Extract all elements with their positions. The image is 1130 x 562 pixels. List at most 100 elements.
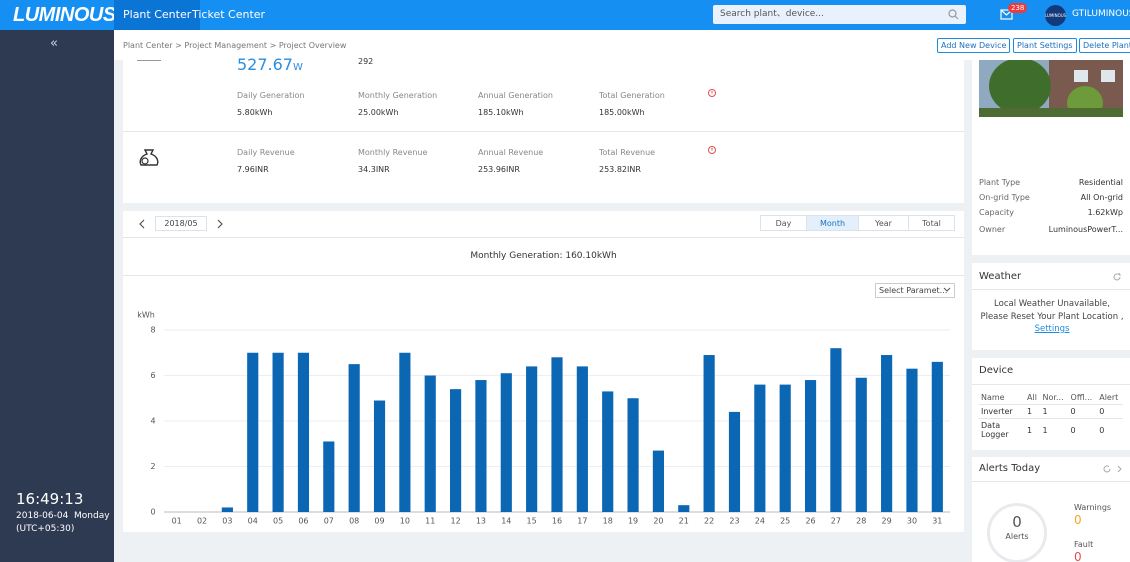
y-tick-label: 4	[150, 417, 155, 426]
next-arrow[interactable]	[215, 218, 225, 230]
x-tick-label: 25	[780, 517, 790, 526]
date: 2018-06-04 Monday	[16, 511, 110, 521]
y-tick-label: 0	[150, 508, 155, 517]
table-row: Data Logger 1 1 0 0	[979, 418, 1123, 441]
bar	[728, 411, 741, 512]
alerts-title: Alerts Today	[979, 463, 1041, 474]
info-value: Residential	[1078, 178, 1123, 187]
stat-label: Total Revenue	[599, 148, 656, 157]
stat-value: 185.00kWh	[599, 108, 645, 117]
date-picker[interactable]: 2018/05	[155, 216, 207, 231]
nav-item[interactable]: Ticket Center	[192, 8, 266, 21]
divider	[123, 237, 964, 238]
stat-label: Monthly Generation	[358, 91, 438, 100]
column-header: Nor...	[1042, 393, 1064, 402]
column-header: All	[1027, 393, 1037, 402]
stat-value: 34.3INR	[358, 165, 390, 174]
power: 527.67	[237, 55, 293, 74]
timezone: (UTC+05:30)	[16, 524, 75, 534]
bar	[779, 384, 791, 512]
info-icon[interactable]	[707, 145, 717, 155]
stat-value: 5.80kWh	[237, 108, 273, 117]
refresh-icon[interactable]	[1112, 272, 1122, 282]
weather-card	[972, 263, 1130, 350]
x-tick-label: 27	[831, 517, 841, 526]
x-tick-label: 24	[755, 517, 765, 526]
x-tick-label: 26	[805, 517, 815, 526]
settings-link[interactable]: Settings	[1034, 324, 1070, 334]
x-tick-label: 14	[501, 517, 511, 526]
x-tick-label: 31	[932, 517, 942, 526]
column-header: Name	[981, 393, 1005, 402]
divider	[123, 131, 964, 132]
x-tick-label: 02	[197, 517, 207, 526]
prev-arrow[interactable]	[137, 218, 147, 230]
stat-value: 253.96INR	[478, 165, 520, 174]
revenue-icon	[139, 149, 159, 166]
parameter-select-text: Select Paramet...	[879, 286, 948, 295]
search-icon[interactable]	[948, 9, 959, 20]
notification-badge: 238	[1008, 3, 1028, 13]
bar	[450, 389, 462, 512]
plant-settings-button[interactable]: Plant Settings	[1013, 38, 1077, 53]
info-label: Owner	[979, 225, 1006, 234]
table-header: Name All Nor... Offl... Alert	[979, 391, 1123, 405]
bar	[221, 507, 233, 512]
search-box[interactable]: Search plant、device...	[713, 5, 966, 24]
bar	[830, 348, 842, 512]
x-tick-label: 13	[476, 517, 486, 526]
x-tick-label: 21	[679, 517, 689, 526]
bar	[602, 391, 614, 512]
x-tick-label: 08	[349, 517, 359, 526]
weather-title: Weather	[979, 271, 1022, 282]
bar	[399, 352, 411, 512]
bar	[881, 355, 893, 512]
bar	[576, 366, 588, 512]
stat-value: 253.82INR	[599, 165, 641, 174]
x-tick-label: 06	[298, 517, 308, 526]
logo[interactable]: LUMINOUS	[13, 4, 116, 26]
bar	[678, 505, 690, 512]
info-icon[interactable]	[707, 88, 717, 98]
bar	[754, 384, 766, 512]
chart-card	[123, 211, 964, 532]
bar	[855, 377, 867, 512]
bar	[500, 373, 512, 512]
second-value: 292	[358, 57, 374, 66]
cell: 1	[1040, 418, 1069, 441]
x-tick-label: 30	[907, 517, 917, 526]
bar	[804, 380, 817, 512]
alerts-controls[interactable]	[1102, 464, 1126, 474]
x-tick-label: 04	[248, 517, 258, 526]
info-value: LuminousPowerT...	[1048, 225, 1123, 234]
bar	[551, 357, 563, 512]
x-tick-label: 10	[400, 517, 410, 526]
x-tick-label: 11	[425, 517, 435, 526]
avatar[interactable]: LUMINOUS	[1045, 5, 1066, 26]
parameter-select[interactable]: Select Paramet...	[875, 283, 955, 298]
period-tab[interactable]: Total	[908, 215, 955, 231]
add-device-button[interactable]: Add New Device	[937, 38, 1011, 53]
icon-fragment	[137, 60, 161, 61]
user-name[interactable]: GTILUMINOUS	[1072, 9, 1130, 19]
column-header: Offl...	[1070, 393, 1093, 402]
stat-label: Total Generation	[599, 91, 665, 100]
bar	[627, 398, 639, 512]
divider	[972, 289, 1130, 290]
bar	[297, 352, 310, 512]
cell: 0	[1097, 418, 1123, 441]
collapse-button[interactable]: «	[50, 36, 58, 51]
fault-count: 0	[1074, 550, 1082, 562]
nav-item[interactable]: Plant Center	[114, 0, 201, 30]
breadcrumb[interactable]: Plant Center > Project Management > Proj…	[123, 41, 347, 50]
stat-value: 185.10kWh	[478, 108, 524, 117]
stat-value: 7.96INR	[237, 165, 269, 174]
bar	[931, 361, 943, 512]
x-tick-label: 19	[628, 517, 638, 526]
stat-label: Annual Generation	[478, 91, 553, 100]
cell: 1	[1025, 418, 1041, 441]
delete-plant-button[interactable]: Delete Plant	[1079, 38, 1130, 53]
x-tick-label: 12	[450, 517, 460, 526]
bar	[424, 375, 436, 512]
